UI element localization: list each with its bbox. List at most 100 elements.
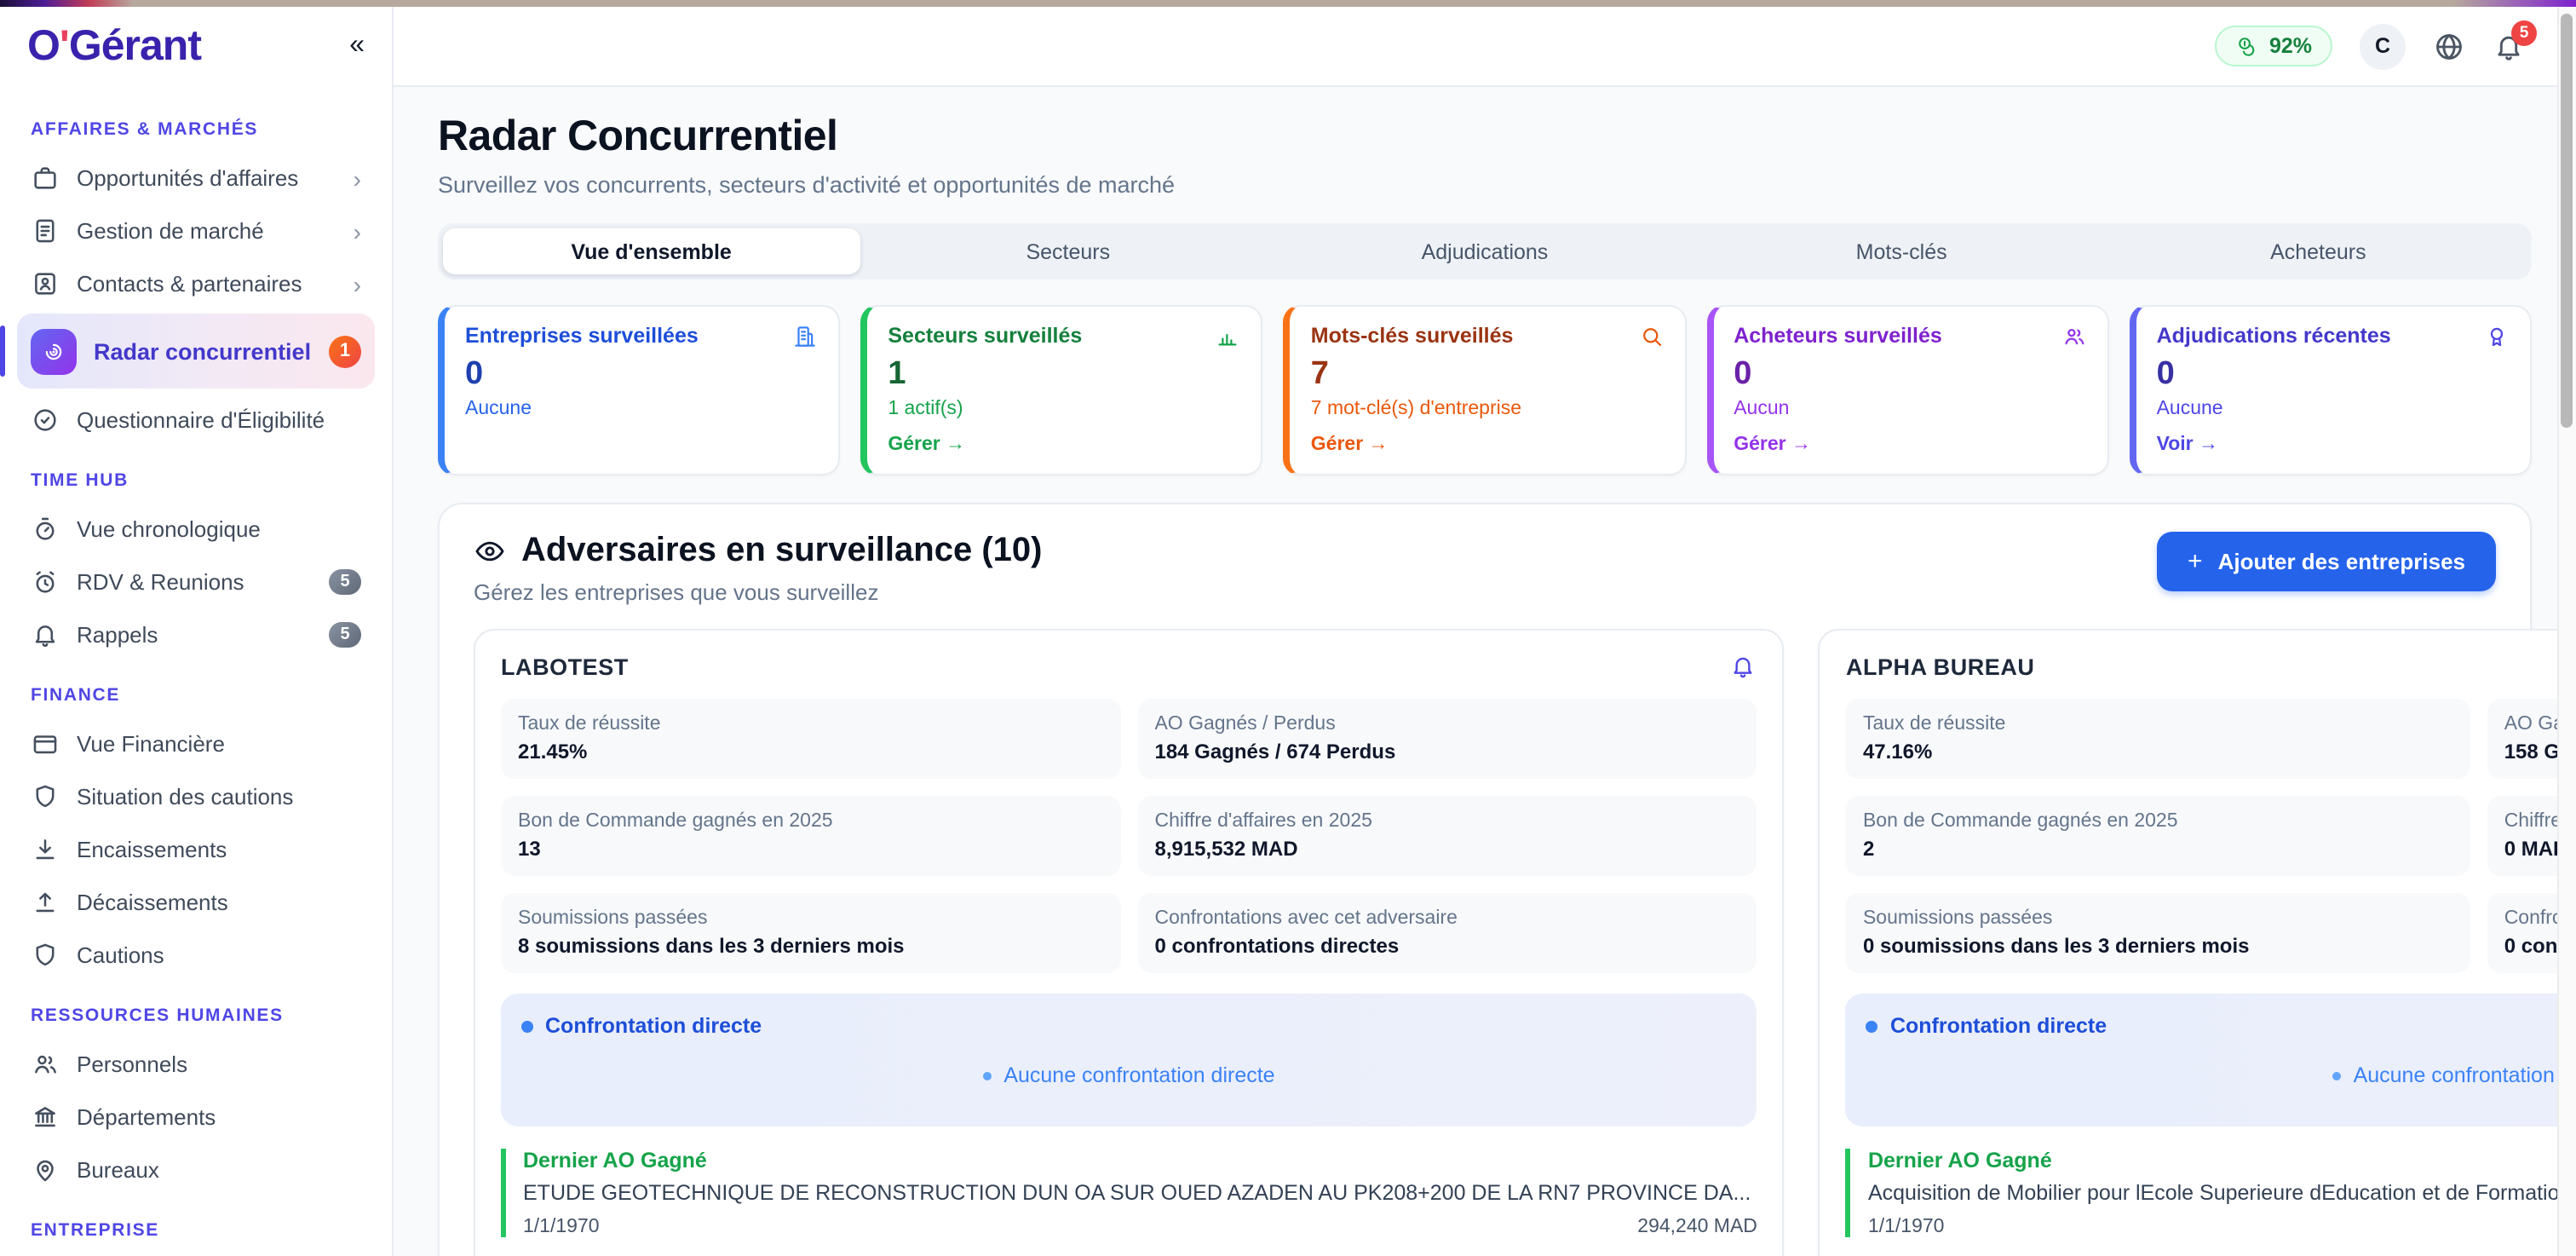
stat-tile: Taux de réussite 21.45% [501,699,1121,779]
sidebar-item-questionnaire-eligibilite[interactable]: Questionnaire d'Éligibilité [17,395,375,445]
sidebar-item-decaissements[interactable]: Décaissements [17,878,375,927]
badge-check-icon [31,406,60,435]
count-badge: 5 [329,569,361,595]
avatar[interactable]: C [2360,23,2406,69]
bell-icon[interactable] [1730,653,1757,680]
tab-mots-cles[interactable]: Mots-clés [1855,239,1947,263]
count-badge: 5 [329,622,361,648]
award-icon [2484,324,2510,349]
sidebar-item-departements[interactable]: Départements [17,1092,375,1142]
tab-adjudications[interactable]: Adjudications [1421,239,1549,263]
page-title: Radar Concurrentiel [438,112,838,160]
stat-value: 0 [1734,356,1752,392]
stat-value: 1 [888,356,906,392]
tab-secteurs[interactable]: Secteurs [1026,239,1111,263]
sidebar-collapse-icon[interactable]: « [349,31,365,60]
watchlist-title: Adversaires en surveillance (10) [521,532,1043,569]
stat-value: 0 [465,356,484,392]
alert-count-badge: 1 [329,335,361,367]
stat-card-acheteurs: Acheteurs surveillés 0 Aucun Gérer → [1706,305,2109,475]
contact-card-icon [31,269,60,298]
watchlist-subtitle: Gérez les entreprises que vous surveille… [474,579,879,605]
stat-title: Mots-clés surveillés [1310,324,1514,348]
stat-tile: Taux de réussite 47.16% [1845,699,2470,779]
stat-tile: Chiffre d'affaires en 2025 8,915,532 MAD [1137,796,1757,876]
radar-icon [31,328,77,374]
sidebar-item-vue-chronologique[interactable]: Vue chronologique [17,504,375,554]
tab-acheteurs[interactable]: Acheteurs [2270,239,2366,263]
eye-icon [474,535,506,568]
section-label-timehub: TIME HUB [31,470,129,491]
stat-title: Secteurs surveillés [888,324,1083,348]
manage-link[interactable]: Gérer → [888,435,966,455]
sidebar-item-situation-cautions[interactable]: Situation des cautions [17,772,375,821]
coins-icon [2235,34,2259,58]
stat-sub: 1 actif(s) [888,399,963,419]
sidebar-item-opportunites-affaires[interactable]: Opportunités d'affaires › [17,153,375,203]
stat-sub: Aucun [1734,399,1790,419]
bank-icon [31,1103,60,1132]
credit-card-icon [31,729,60,758]
manage-link[interactable]: Gérer → [1310,435,1389,455]
health-score-pill[interactable]: 92% [2214,26,2332,66]
stat-card-adjudications: Adjudications récentes 0 Aucune Voir → [2129,305,2532,475]
dot-icon [2332,1071,2342,1080]
shield-icon [31,782,60,811]
sidebar-item-rappels[interactable]: Rappels 5 [17,610,375,660]
tab-bar: Vue d'ensemble Secteurs Adjudications Mo… [438,223,2532,279]
scrollbar-thumb[interactable] [2561,14,2573,428]
company-name: LABOTEST [501,654,629,679]
sidebar-item-bureaux[interactable]: Bureaux [17,1145,375,1195]
stat-card-secteurs: Secteurs surveillés 1 1 actif(s) Gérer → [860,305,1263,475]
notifications-count-badge: 5 [2511,20,2537,45]
view-link[interactable]: Voir → [2156,435,2219,455]
briefcase-icon [31,164,60,193]
chevron-right-icon: › [353,164,361,192]
globe-icon [2433,30,2465,62]
add-companies-button[interactable]: + Ajouter des entreprises [2157,532,2496,591]
notifications-button[interactable]: 5 [2493,20,2537,62]
stat-tile: Soumissions passées 0 soumissions dans l… [1845,893,2470,973]
stat-tile: Bon de Commande gagnés en 2025 2 [1845,796,2470,876]
download-icon [31,835,60,864]
dot-icon [521,1020,533,1032]
language-globe-button[interactable] [2433,30,2465,62]
dot-icon [1866,1020,1878,1032]
manage-link[interactable]: Gérer → [1734,435,1811,455]
stat-title: Adjudications récentes [2156,324,2391,348]
users-icon [31,1050,60,1079]
sidebar-item-gestion-marche[interactable]: Gestion de marché › [17,206,375,256]
sidebar-item-contacts-partenaires[interactable]: Contacts & partenaires › [17,259,375,308]
section-label-finance: FINANCE [31,685,121,706]
watchlist-panel: Adversaires en surveillance (10) Gérez l… [438,503,2576,1256]
stat-sub: Aucune [2156,399,2223,419]
stats-row: Entreprises surveillées 0 Aucune Secteur… [438,305,2532,475]
tender-date: 1/1/1970 [523,1217,600,1237]
stat-value: 0 [2156,356,2175,392]
sidebar-item-personnels[interactable]: Personnels [17,1040,375,1089]
bell-icon [31,620,60,649]
health-score-value: 92% [2268,34,2312,58]
chevron-right-icon: › [353,270,361,297]
company-name: ALPHA BUREAU [1845,654,2035,679]
window-top-strip [0,0,2576,7]
sidebar-item-cautions[interactable]: Cautions [17,930,375,980]
sidebar-item-radar-concurrentiel[interactable]: Radar concurrentiel 1 [0,314,375,389]
chevron-right-icon: › [353,217,361,245]
stat-title: Acheteurs surveillés [1734,324,1942,348]
document-icon [31,216,60,245]
stat-tile: Bon de Commande gagnés en 2025 13 [501,796,1121,876]
page-subtitle: Surveillez vos concurrents, secteurs d'a… [438,172,1176,198]
topbar: 92% C 5 [394,7,2576,87]
tab-vue-ensemble[interactable]: Vue d'ensemble [443,228,860,274]
stat-value: 7 [1310,356,1329,392]
sidebar: O'Gérant « AFFAIRES & MARCHÉS Opportunit… [0,7,394,1256]
last-won-tender: Dernier AO Gagné ETUDE GEOTECHNIQUE DE R… [501,1149,1757,1237]
dot-icon [983,1071,992,1080]
sidebar-item-vue-financiere[interactable]: Vue Financière [17,719,375,769]
section-label-entreprise: ENTREPRISE [31,1220,159,1241]
sidebar-item-rdv-reunions[interactable]: RDV & Reunions 5 [17,557,375,607]
section-label-rh: RESSOURCES HUMAINES [31,1005,284,1026]
sidebar-item-encaissements[interactable]: Encaissements [17,825,375,874]
